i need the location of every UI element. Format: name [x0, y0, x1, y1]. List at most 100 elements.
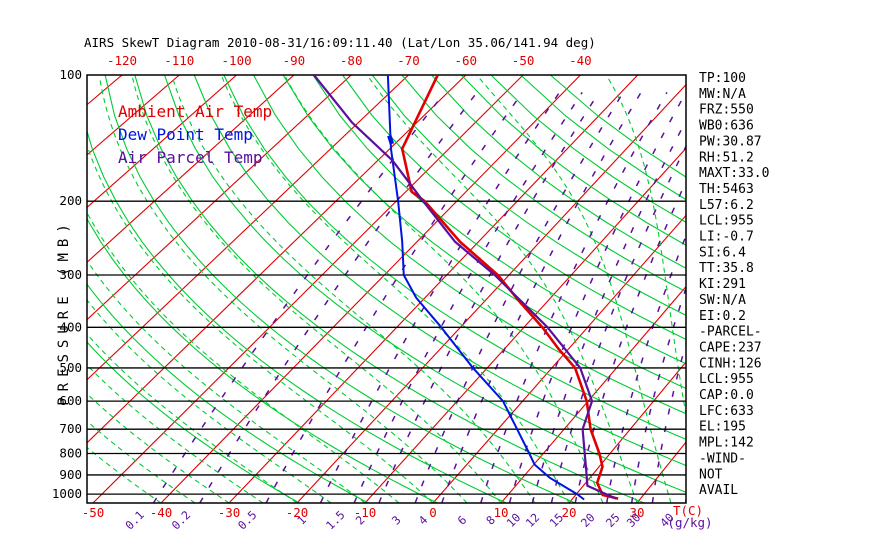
panel-item: LFC:633 [699, 404, 754, 419]
moist-adiabat-gridlines [87, 76, 686, 503]
bottom-temp-tick-label: 30 [629, 505, 644, 520]
pressure-tick-label: 900 [59, 467, 82, 482]
isotherm-line [160, 75, 581, 503]
mixing-ratio-line [378, 91, 600, 503]
panel-item: TT:35.8 [699, 261, 754, 276]
isotherm-line [87, 75, 237, 209]
pressure-axis: 100 200 300 400 500 600 700 800 900 1000 [52, 67, 82, 501]
top-temp-tick-label: -50 [512, 53, 535, 68]
panel-item: LCL:955 [699, 372, 754, 387]
bottom-temp-axis: -50 -40 -30 -20 -10 0 10 20 30 [82, 505, 645, 520]
panel-item: LI:-0.7 [699, 230, 754, 245]
panel-item: MAXT:33.0 [699, 166, 769, 181]
plot-grid [0, 75, 686, 503]
pressure-tick-label: 1000 [52, 486, 82, 501]
pressure-tick-label: 100 [59, 67, 82, 82]
dry-adiabat-line [312, 75, 686, 365]
top-temp-tick-label: -110 [164, 53, 194, 68]
panel-item: L57:6.2 [699, 198, 754, 213]
mixing-ratio-tick-label: 3 [389, 513, 404, 528]
dry-adiabat-line [223, 75, 686, 440]
isotherm-line [228, 75, 639, 503]
pressure-tick-label: 400 [59, 319, 82, 334]
moist-adiabat-line [87, 420, 196, 503]
pressure-tick-label: 300 [59, 267, 82, 282]
isotherm-line [92, 75, 524, 503]
mixing-ratio-axis: 0.1 0.2 0.5 1 1.5 2 3 4 6 8 10 12 15 20 25 30 40 [122, 508, 676, 533]
panel-item: KI:291 [699, 277, 746, 292]
dry-adiabat-line [87, 217, 438, 503]
dry-adiabat-line [371, 75, 686, 316]
panel-item: TH:5463 [699, 182, 754, 197]
top-temp-tick-label: -80 [340, 53, 363, 68]
moist-adiabat-line [171, 76, 536, 503]
dry-adiabat-line [87, 341, 300, 503]
bottom-temp-tick-label: -30 [218, 505, 241, 520]
dry-adiabat-line [87, 129, 507, 503]
legend-ambient-air-temp: Ambient Air Temp [118, 102, 272, 121]
panel-item: EI:0.2 [699, 309, 746, 324]
air-parcel-temp-curve [313, 75, 617, 500]
mixing-ratio-line [651, 340, 686, 503]
mixing-ratio-tick-label: 25 [603, 510, 623, 530]
mixing-ratio-tick-label: 0.1 [122, 508, 147, 533]
pressure-tick-label: 200 [59, 193, 82, 208]
top-temp-tick-label: -90 [283, 53, 306, 68]
mixing-ratio-line [531, 119, 686, 503]
dry-adiabat-line [87, 283, 369, 503]
legend: Ambient Air Temp Dew Point Temp Air Parc… [118, 102, 272, 167]
pressure-axis-title: PRESSURE (MB) [56, 218, 72, 406]
panel-item: PW:30.87 [699, 134, 762, 149]
dry-adiabat-line [163, 75, 686, 493]
pressure-tick-label: 800 [59, 446, 82, 461]
dry-adiabat-line [104, 75, 576, 503]
isotherm-line [0, 75, 65, 503]
isotherm-line [364, 147, 686, 503]
moist-adiabat-line [87, 143, 434, 503]
bottom-temp-tick-label: -40 [150, 505, 173, 520]
mixing-ratio-line [550, 144, 686, 503]
legend-dew-point-temp: Dew Point Temp [118, 125, 253, 144]
mixing-ratio-line [152, 91, 446, 503]
top-temp-axis: -120 -110 -100 -90 -80 -70 -60 -50 -40 [107, 53, 592, 68]
isotherm-line [500, 285, 686, 503]
dry-adiabat-line [520, 75, 686, 201]
mixing-ratio-line [199, 91, 478, 503]
mixing-ratio-line [480, 91, 668, 503]
bottom-temp-tick-label: -10 [354, 505, 377, 520]
panel-item: CINH:126 [699, 356, 762, 371]
top-temp-tick-label: -60 [455, 53, 478, 68]
panel-item: CAPE:237 [699, 340, 762, 355]
bottom-temp-tick-label: -20 [286, 505, 309, 520]
isotherm-line [87, 75, 180, 156]
bottom-temp-tick-label: 20 [561, 505, 576, 520]
dry-adiabat-line [193, 75, 686, 467]
moist-adiabat-line [131, 76, 502, 503]
dew-point-temp-curve [386, 75, 585, 501]
panel-item: SW:N/A [699, 293, 746, 308]
panel-item: MPL:142 [699, 436, 754, 451]
isotherm-line [568, 361, 686, 503]
mixing-ratio-unit-label: (g/kg) [667, 515, 712, 530]
top-temp-tick-label: -40 [569, 53, 592, 68]
panel-item: -PARCEL- [699, 325, 762, 340]
plot-border [86, 74, 687, 504]
mixing-ratio-line [265, 91, 524, 503]
panel-item: FRZ:550 [699, 103, 754, 118]
mixing-ratio-line [630, 286, 686, 503]
pressure-gridlines [87, 200, 686, 495]
isotherm-line [87, 75, 352, 321]
mixing-ratio-tick-label: 6 [455, 513, 470, 528]
panel-item: CAP:0.0 [699, 388, 754, 403]
dew-point-marker [387, 134, 395, 145]
mixing-ratio-gridlines [152, 91, 686, 503]
moist-adiabat-line [478, 76, 672, 503]
sounding-curves [313, 75, 619, 501]
pressure-tick-label: 600 [59, 393, 82, 408]
dry-adiabat-line [134, 75, 645, 503]
pressure-tick-label: 500 [59, 360, 82, 375]
mixing-ratio-line [441, 91, 642, 503]
top-temp-tick-label: -100 [222, 53, 252, 68]
